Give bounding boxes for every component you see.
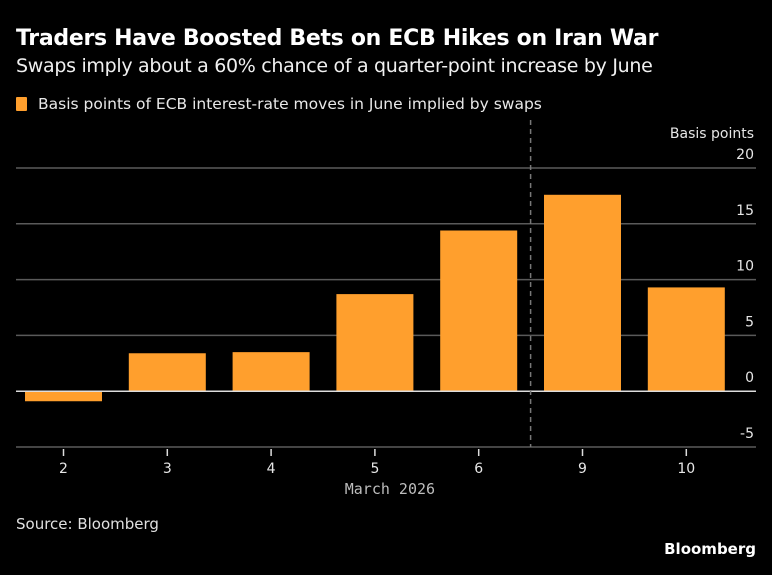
x-axis-label: March 2026 <box>345 480 435 498</box>
y-tick-label: 10 <box>736 259 754 275</box>
y-tick-label: 0 <box>745 370 754 386</box>
legend-swatch <box>16 97 27 111</box>
chart-subtitle: Swaps imply about a 60% chance of a quar… <box>16 55 653 77</box>
x-tick-label: 4 <box>267 461 276 477</box>
y-tick-label: 20 <box>736 147 754 163</box>
bar-6 <box>440 230 518 392</box>
x-tick-label: 2 <box>59 461 68 477</box>
bar-10 <box>647 287 725 392</box>
x-tick-label: 3 <box>163 461 172 477</box>
y-tick-label: -5 <box>740 426 754 442</box>
bar-3 <box>128 353 206 392</box>
chart-title: Traders Have Boosted Bets on ECB Hikes o… <box>16 26 659 51</box>
y-tick-label: 5 <box>745 314 754 330</box>
x-tick-label: 6 <box>474 461 483 477</box>
legend-label: Basis points of ECB interest-rate moves … <box>38 95 542 113</box>
y-axis-label: Basis points <box>670 126 754 142</box>
bar-5 <box>336 294 414 392</box>
bloomberg-logo: Bloomberg <box>664 540 756 558</box>
bar-9 <box>544 194 621 392</box>
legend: Basis points of ECB interest-rate moves … <box>16 95 542 113</box>
x-tick-label: 9 <box>578 461 587 477</box>
y-tick-label: 15 <box>736 203 754 219</box>
x-tick-label: 5 <box>370 461 379 477</box>
bar-4 <box>232 352 310 392</box>
bar-2 <box>25 391 102 402</box>
x-tick-label: 10 <box>677 461 695 477</box>
source-note: Source: Bloomberg <box>16 515 159 533</box>
